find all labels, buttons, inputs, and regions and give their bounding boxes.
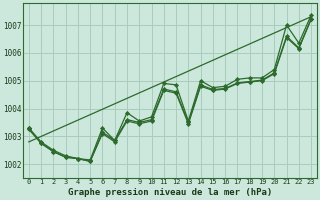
X-axis label: Graphe pression niveau de la mer (hPa): Graphe pression niveau de la mer (hPa) xyxy=(68,188,272,197)
